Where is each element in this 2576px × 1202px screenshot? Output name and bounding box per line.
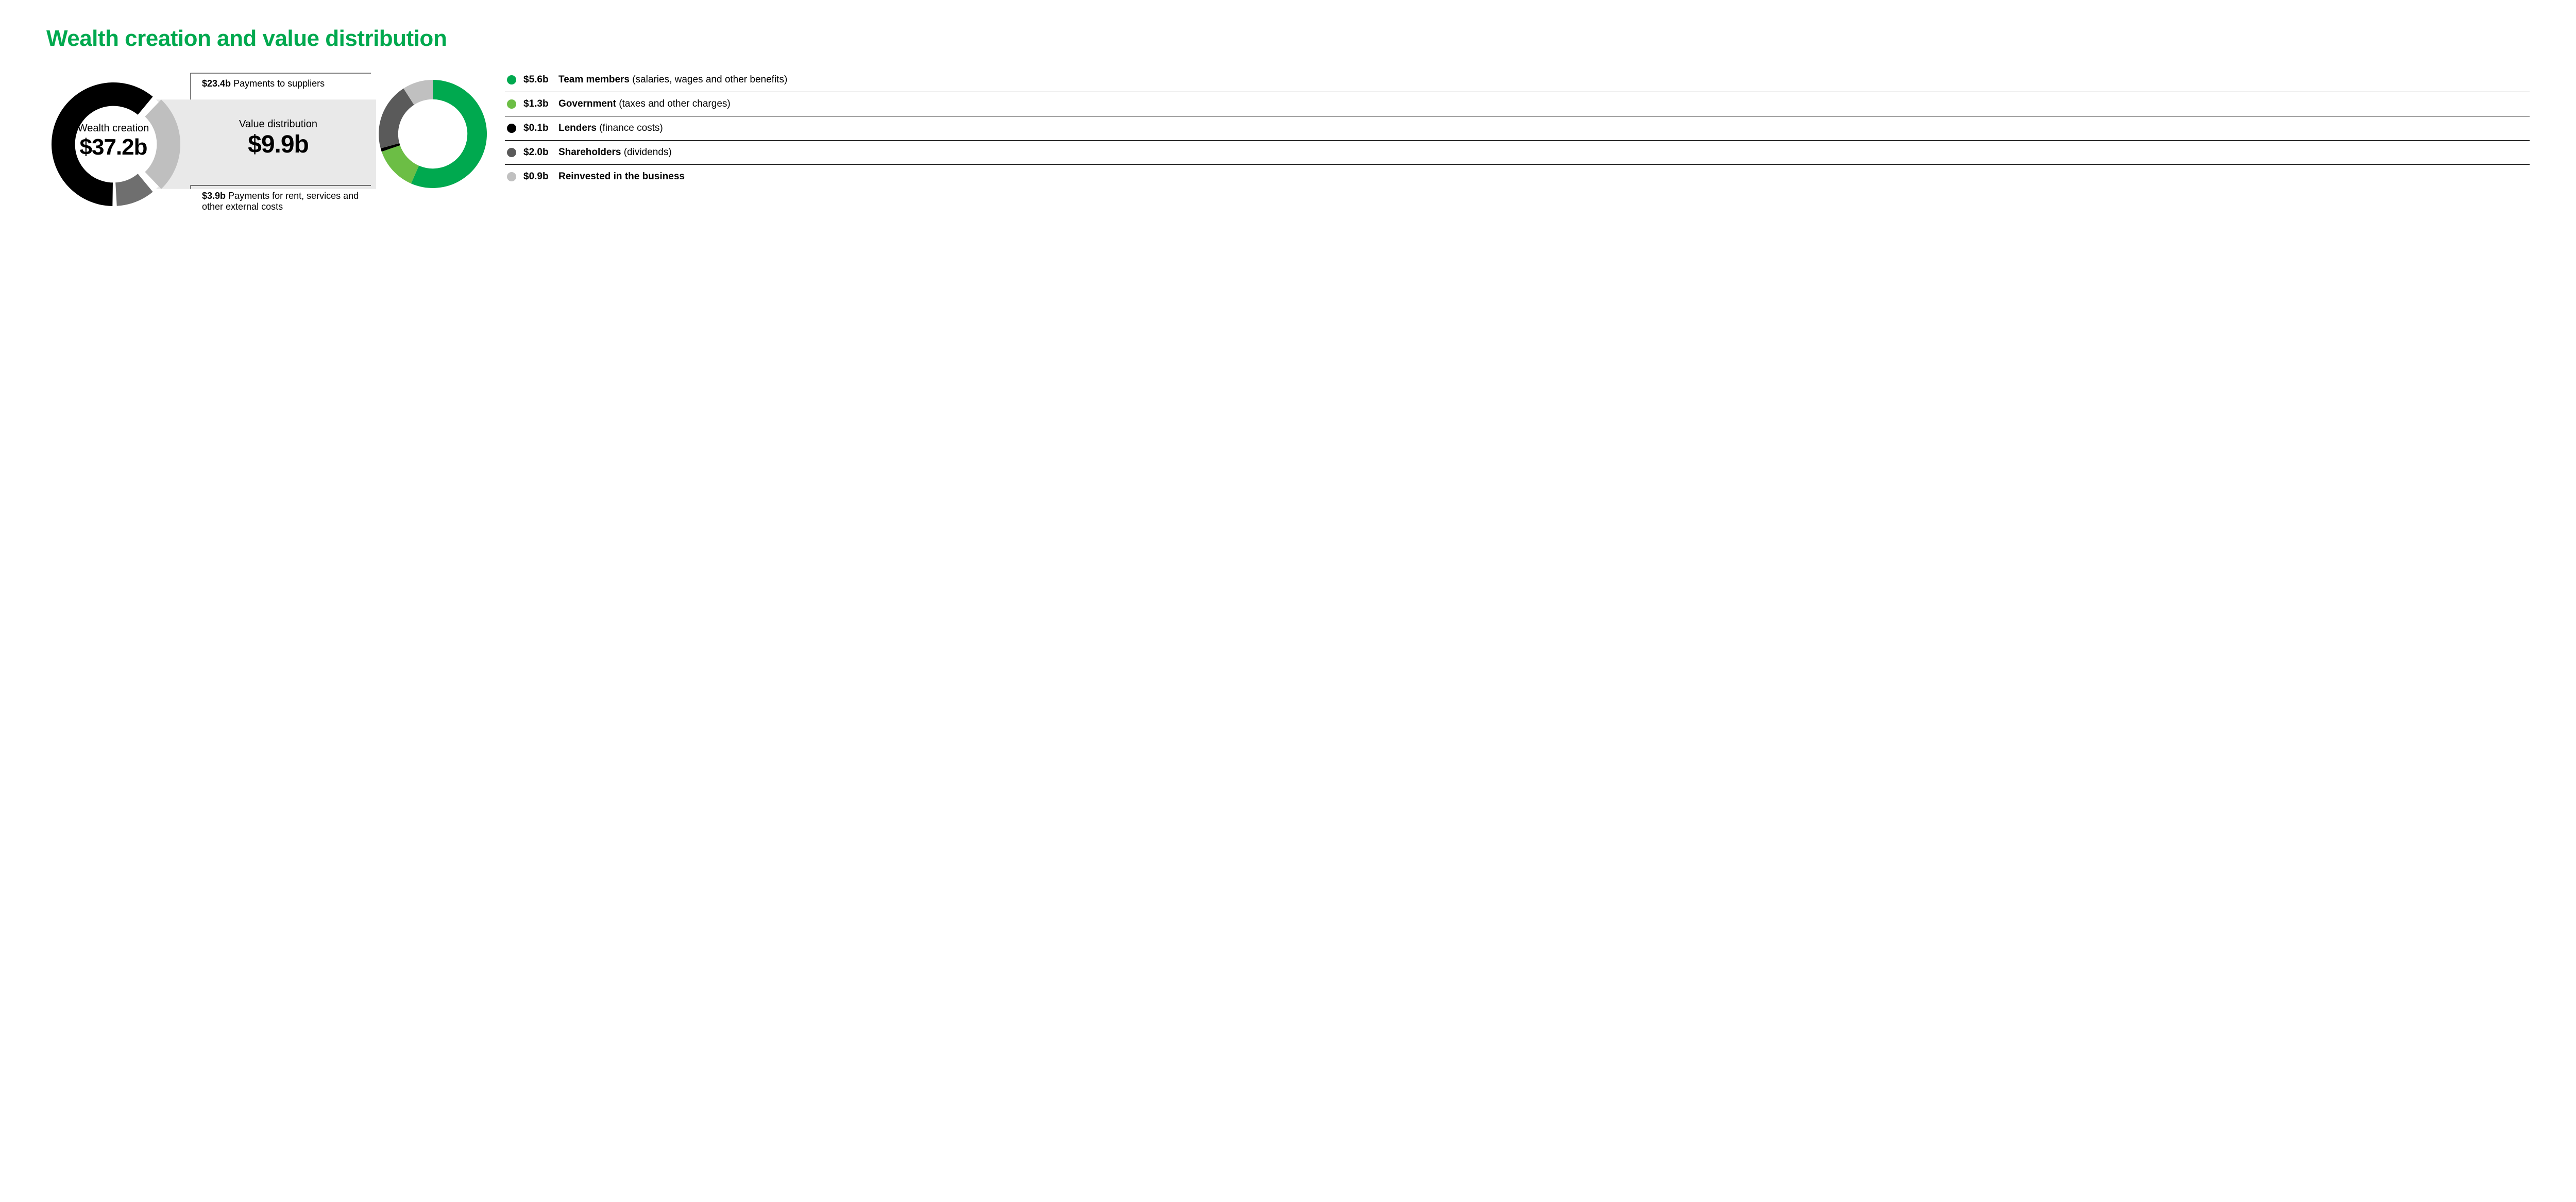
callout-rent: $3.9b Payments for rent, services and ot… bbox=[202, 191, 372, 212]
legend-swatch-1 bbox=[507, 99, 516, 109]
legend-label-0: Team members (salaries, wages and other … bbox=[558, 74, 787, 86]
legend-value-4: $0.9b bbox=[523, 171, 558, 182]
wealth-creation-center-small: Wealth creation bbox=[46, 123, 180, 134]
legend-sublabel-2: (finance costs) bbox=[599, 123, 663, 133]
legend-label-3: Shareholders (dividends) bbox=[558, 147, 672, 158]
value-distribution-small: Value distribution bbox=[201, 118, 355, 130]
legend-sublabel-1: (taxes and other charges) bbox=[619, 98, 731, 109]
callout-suppliers-text: Payments to suppliers bbox=[233, 78, 325, 89]
legend: $5.6bTeam members (salaries, wages and o… bbox=[505, 68, 2530, 189]
value-distribution-label: Value distribution $9.9b bbox=[201, 118, 355, 159]
legend-swatch-0 bbox=[507, 75, 516, 84]
page-root: Wealth creation and value distribution W… bbox=[0, 0, 2576, 247]
legend-swatch-4 bbox=[507, 172, 516, 181]
distribution-donut-svg bbox=[371, 72, 495, 196]
legend-sublabel-3: (dividends) bbox=[624, 147, 672, 158]
legend-label-4: Reinvested in the business bbox=[558, 171, 685, 182]
dist-segment-government bbox=[382, 145, 419, 183]
legend-value-0: $5.6b bbox=[523, 74, 558, 86]
distribution-donut-wrap bbox=[371, 72, 495, 196]
wealth-creation-block: Wealth creation $37.2b Value distributio… bbox=[46, 62, 376, 227]
legend-value-3: $2.0b bbox=[523, 147, 558, 158]
wealth-creation-center-big: $37.2b bbox=[46, 134, 180, 160]
legend-row-2: $0.1bLenders (finance costs) bbox=[505, 116, 2530, 141]
legend-row-1: $1.3bGovernment (taxes and other charges… bbox=[505, 92, 2530, 116]
callout-rent-text: Payments for rent, services and other ex… bbox=[202, 191, 359, 212]
legend-value-1: $1.3b bbox=[523, 98, 558, 110]
wealth-creation-center-label: Wealth creation $37.2b bbox=[46, 123, 180, 160]
legend-sublabel-0: (salaries, wages and other benefits) bbox=[632, 74, 787, 85]
legend-swatch-2 bbox=[507, 124, 516, 133]
legend-label-2: Lenders (finance costs) bbox=[558, 123, 663, 134]
legend-row-4: $0.9bReinvested in the business bbox=[505, 165, 2530, 189]
dist-segment-shareholders bbox=[379, 89, 414, 148]
callout-suppliers-value: $23.4b bbox=[202, 78, 231, 89]
legend-row-0: $5.6bTeam members (salaries, wages and o… bbox=[505, 68, 2530, 92]
legend-value-2: $0.1b bbox=[523, 123, 558, 134]
callout-rent-value: $3.9b bbox=[202, 191, 226, 201]
content-row: Wealth creation $37.2b Value distributio… bbox=[46, 62, 2530, 227]
wc-segment-rent_etc bbox=[115, 174, 152, 206]
callout-suppliers: $23.4b Payments to suppliers bbox=[202, 78, 372, 89]
value-distribution-big: $9.9b bbox=[201, 130, 355, 159]
legend-row-3: $2.0bShareholders (dividends) bbox=[505, 141, 2530, 165]
legend-label-1: Government (taxes and other charges) bbox=[558, 98, 731, 110]
legend-swatch-3 bbox=[507, 148, 516, 157]
page-title: Wealth creation and value distribution bbox=[46, 26, 2530, 52]
